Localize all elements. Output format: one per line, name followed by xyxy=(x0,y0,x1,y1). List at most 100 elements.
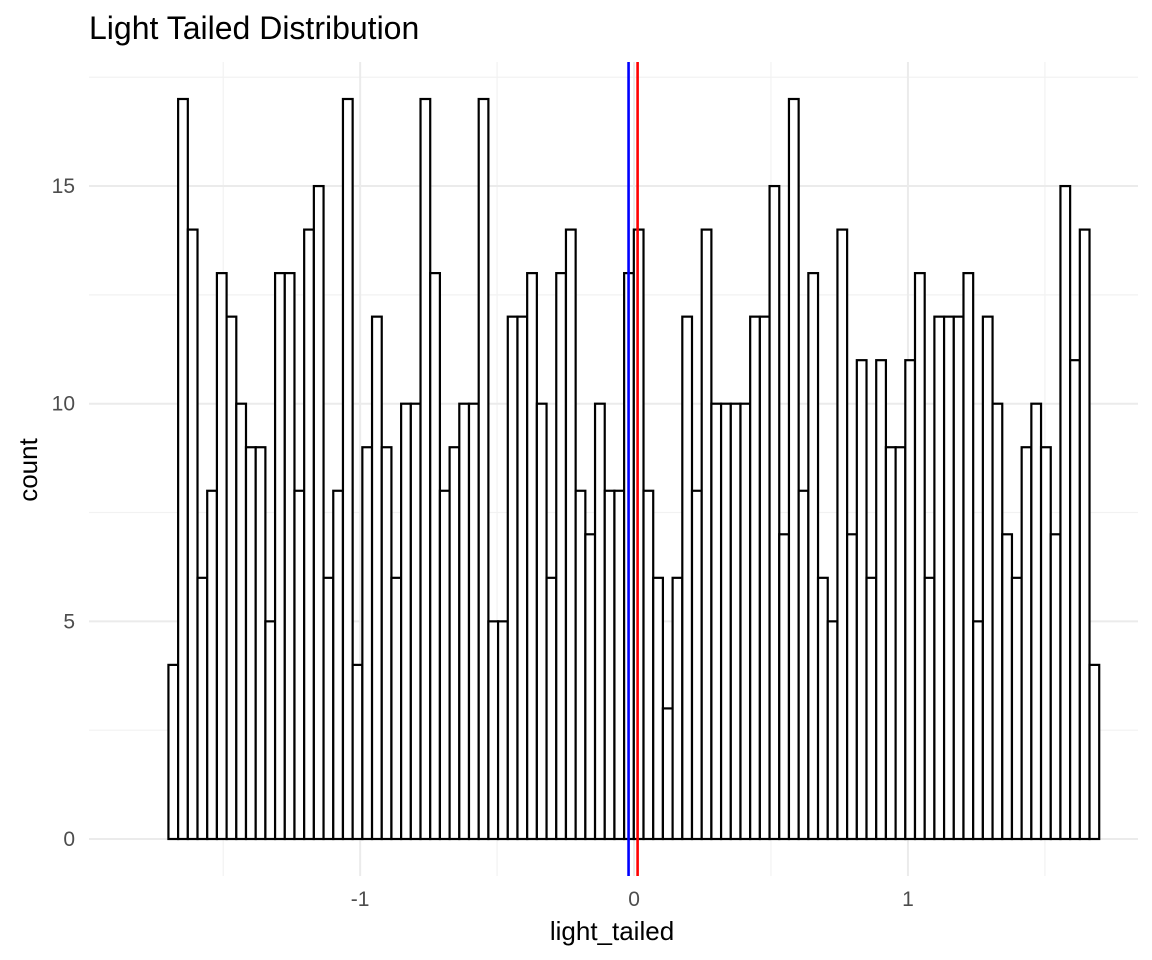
histogram-bar xyxy=(671,576,684,841)
histogram-bar xyxy=(942,315,955,841)
histogram-bar xyxy=(700,228,713,841)
histogram-bar xyxy=(496,620,509,841)
histogram-bar xyxy=(884,446,897,841)
histogram-bar xyxy=(593,402,606,841)
histogram-bar xyxy=(244,446,257,841)
histogram-bar xyxy=(1020,446,1033,841)
histogram-bar xyxy=(739,402,752,841)
histogram-bar xyxy=(526,272,538,841)
histogram-bar xyxy=(797,489,810,841)
histogram-bar xyxy=(642,489,655,841)
histogram-bar xyxy=(836,228,849,841)
histogram-bar xyxy=(303,228,315,841)
histogram-bar xyxy=(264,620,277,841)
histogram-bar xyxy=(341,97,354,841)
x-axis-tick-labels: -1 0 1 xyxy=(351,888,914,911)
reference-lines xyxy=(627,62,639,876)
histogram-bar xyxy=(855,359,868,841)
y-tick-label: 10 xyxy=(52,393,75,416)
histogram-bar xyxy=(962,272,975,841)
histogram-bar xyxy=(1049,533,1062,841)
histogram-bar xyxy=(807,272,820,841)
y-axis-tick-labels: 0 5 10 15 xyxy=(52,175,75,851)
histogram-bar xyxy=(952,315,965,841)
histogram-bar xyxy=(564,228,577,841)
histogram-bar xyxy=(768,184,781,841)
histogram-bar xyxy=(477,97,490,841)
histogram-bar xyxy=(400,402,412,841)
histogram-bar xyxy=(1010,576,1023,841)
histogram-bar xyxy=(904,359,917,841)
histogram-bar xyxy=(186,228,199,841)
histogram-bar xyxy=(1088,663,1101,841)
histogram-bar xyxy=(1078,228,1091,841)
histogram-bar xyxy=(177,97,189,841)
histogram-bar xyxy=(729,402,742,841)
histogram-bar xyxy=(710,402,723,841)
histogram-bar xyxy=(913,272,926,841)
histogram-bar xyxy=(690,489,703,841)
histogram-bar xyxy=(293,489,306,841)
histogram-bar xyxy=(506,315,519,841)
histogram-bar xyxy=(826,620,839,841)
histogram-bar xyxy=(981,315,994,841)
histogram-bar xyxy=(1030,402,1043,841)
histogram-bar xyxy=(681,315,694,841)
x-tick-label: 0 xyxy=(628,888,640,911)
histogram-bar xyxy=(438,489,451,841)
histogram-bar xyxy=(215,272,228,841)
histogram-bar xyxy=(574,489,587,841)
histogram-bar xyxy=(652,576,665,841)
histogram-bar xyxy=(429,272,442,841)
histogram-bar xyxy=(225,315,238,841)
histogram-bar xyxy=(390,576,403,841)
histogram-bar xyxy=(972,620,984,841)
histogram-bar xyxy=(467,402,480,841)
histogram-bar xyxy=(380,446,393,841)
histogram-bar xyxy=(419,97,432,841)
histogram-bar xyxy=(235,402,248,841)
histogram-bar xyxy=(613,489,626,841)
histogram-bars xyxy=(167,97,1101,841)
histogram-bar xyxy=(332,489,345,841)
histogram-bar xyxy=(254,446,267,841)
histogram-bar xyxy=(1069,359,1081,841)
histogram-bar xyxy=(787,97,800,841)
histogram-bar xyxy=(875,359,888,841)
histogram-bar xyxy=(865,576,878,841)
histogram-bar xyxy=(991,402,1004,841)
histogram-bar xyxy=(206,489,219,841)
histogram-bar xyxy=(603,489,616,841)
histogram-bar xyxy=(584,533,597,841)
histogram-bar xyxy=(719,402,732,841)
histogram-bar xyxy=(894,446,907,841)
x-axis-title: light_tailed xyxy=(550,916,674,946)
histogram-bar xyxy=(312,184,325,841)
histogram-bar xyxy=(1059,184,1072,841)
histogram-bar xyxy=(448,446,461,841)
histogram-bar xyxy=(1001,533,1014,841)
x-tick-label: -1 xyxy=(351,888,370,911)
histogram-bar xyxy=(487,620,500,841)
histogram-bar xyxy=(409,402,422,841)
histogram-bar xyxy=(516,315,529,841)
histogram-bar xyxy=(370,315,383,841)
y-axis-title: count xyxy=(13,437,43,501)
y-tick-label: 0 xyxy=(63,828,75,851)
y-tick-label: 15 xyxy=(52,175,75,198)
histogram-bar xyxy=(758,315,771,841)
histogram-bar xyxy=(545,576,558,841)
histogram-bar xyxy=(273,272,286,841)
histogram-bar xyxy=(923,576,936,841)
histogram-bar xyxy=(167,663,180,841)
histogram-bar xyxy=(458,402,471,841)
x-tick-label: 1 xyxy=(902,888,914,911)
histogram-bar xyxy=(661,707,674,841)
histogram-bar xyxy=(778,533,791,841)
histogram-bar xyxy=(535,402,548,841)
histogram-bar xyxy=(933,315,946,841)
histogram-bar xyxy=(816,576,829,841)
histogram-bar xyxy=(283,272,296,841)
histogram-bar xyxy=(361,446,374,841)
histogram-bar xyxy=(351,663,364,841)
